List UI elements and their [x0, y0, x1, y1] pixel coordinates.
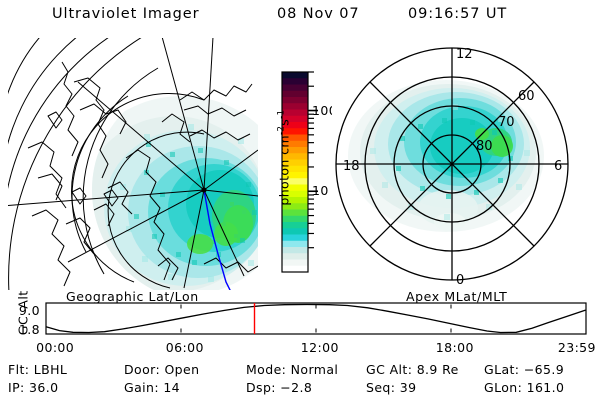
aurora-oval-overlay	[348, 80, 544, 232]
colorbar-swatch	[282, 109, 308, 117]
longitude-graticule	[8, 38, 258, 289]
mlt-label-0: 0	[456, 273, 464, 288]
status-glon: GLon: 161.0	[484, 380, 565, 395]
colorbar-swatch	[282, 253, 308, 261]
mlt-spokes	[336, 48, 568, 280]
colorbar-swatch	[282, 78, 308, 86]
status-flt: Flt: LBHL	[8, 362, 68, 377]
instrument-title: Ultraviolet Imager	[52, 6, 200, 22]
orbit-xtick-0: 00:00	[36, 340, 75, 355]
colorbar-panel: photon cm-2s-1 100 10	[262, 62, 337, 290]
mlt-label-12: 12	[456, 47, 473, 62]
colorbar-swatch	[282, 234, 308, 242]
colorbar-swatch	[282, 259, 308, 267]
orbit-xtick-2: 12:00	[300, 340, 339, 355]
header-bar: Ultraviolet Imager 08 Nov 07 09:16:57 UT	[0, 6, 600, 28]
colorbar-swatch	[282, 184, 308, 192]
orbit-xtick-4: 23:59	[557, 340, 596, 355]
status-gain: Gain: 14	[124, 380, 181, 395]
status-block: Flt: LBHL Door: Open Mode: Normal GC Alt…	[0, 362, 600, 400]
terminator-line	[203, 189, 231, 290]
subsatellite-point-marker	[201, 187, 207, 193]
colorbar-tick-label-10: 10	[312, 183, 329, 199]
colorbar-gradient	[282, 72, 308, 273]
orbit-xtick-1: 06:00	[165, 340, 204, 355]
colorbar-swatch	[282, 265, 308, 273]
lat-label-80: 80	[476, 139, 493, 154]
colorbar-swatch	[282, 153, 308, 161]
orbit-plot-svg	[45, 302, 587, 335]
polar-dial-svg: 12 6 0 18 60 70 80	[332, 38, 594, 290]
latitude-graticule	[8, 38, 205, 290]
status-dsp: Dsp: −2.8	[246, 380, 313, 395]
status-seq: Seq: 39	[366, 380, 417, 395]
colorbar-swatch	[282, 115, 308, 123]
colorbar-swatch	[282, 228, 308, 236]
mlt-label-18: 18	[343, 159, 360, 174]
colorbar-swatch	[282, 140, 308, 148]
status-door: Door: Open	[124, 362, 200, 377]
orbit-x-tickmarks	[45, 304, 587, 333]
orbit-ytick-max: 9.0	[18, 303, 40, 318]
colorbar-swatch	[282, 190, 308, 198]
colorbar-svg	[281, 71, 318, 273]
geographic-map-svg	[8, 38, 258, 290]
geographic-panel-caption: Geographic Lat/Lon	[66, 289, 199, 304]
colorbar-ticks	[308, 71, 318, 249]
coastline-outlines	[27, 61, 258, 287]
orbit-xtick-3: 18:00	[435, 340, 474, 355]
colorbar-axis-label: photon cm-2s-1	[276, 109, 292, 206]
colorbar-swatch	[282, 215, 308, 223]
status-gcalt: GC Alt: 8.9 Re	[366, 362, 459, 377]
colorbar-swatch	[282, 209, 308, 217]
lat-label-70: 70	[498, 115, 515, 130]
status-row: IP: 36.0 Gain: 14 Dsp: −2.8 Seq: 39 GLon…	[0, 380, 600, 397]
colorbar-swatch	[282, 134, 308, 142]
colorbar-swatch	[282, 122, 308, 129]
mlt-label-6: 6	[554, 159, 562, 174]
colorbar-tick-label-100: 100	[312, 102, 338, 118]
polar-panel-caption: Apex MLat/MLT	[406, 289, 508, 304]
colorbar-swatch	[282, 84, 308, 92]
colorbar-swatch	[282, 172, 308, 179]
colorbar-swatch	[282, 90, 308, 98]
orbit-altitude-trace	[45, 303, 586, 334]
polar-mlt-panel[interactable]: 12 6 0 18 60 70 80 Apex MLat/MLT	[332, 38, 594, 304]
colorbar-swatch	[282, 197, 308, 204]
colorbar-frame	[281, 71, 309, 273]
colorbar-swatch	[282, 128, 308, 136]
orbit-altitude-plot[interactable]	[0, 300, 600, 338]
orbit-ytick-min: 1.8	[18, 322, 40, 337]
lat-label-60: 60	[518, 89, 535, 104]
colorbar-swatch	[282, 247, 308, 254]
observation-date: 08 Nov 07	[277, 6, 360, 22]
colorbar-swatch	[282, 159, 308, 167]
colorbar-swatch	[282, 240, 308, 248]
colorbar-swatch	[282, 103, 308, 111]
status-ip: IP: 36.0	[8, 380, 59, 395]
status-glat: GLat: −65.9	[484, 362, 565, 377]
status-mode: Mode: Normal	[246, 362, 339, 377]
colorbar-swatch	[282, 165, 308, 173]
colorbar-swatch	[282, 72, 308, 79]
geographic-map-panel[interactable]: Geographic Lat/Lon	[8, 38, 258, 304]
status-row: Flt: LBHL Door: Open Mode: Normal GC Alt…	[0, 362, 600, 379]
colorbar-swatch	[282, 222, 308, 229]
colorbar-swatch	[282, 203, 308, 211]
observation-time: 09:16:57 UT	[408, 6, 508, 22]
colorbar-swatch	[282, 178, 308, 186]
colorbar-swatch	[282, 147, 308, 154]
colorbar-swatch	[282, 97, 308, 104]
